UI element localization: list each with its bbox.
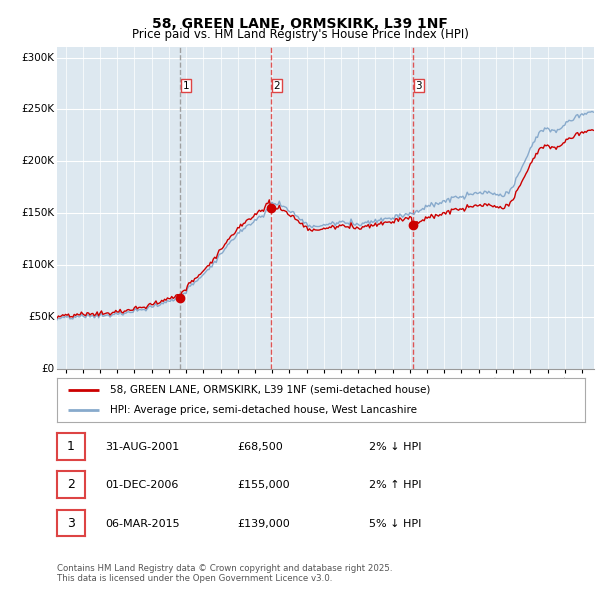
Text: £250K: £250K — [21, 104, 55, 114]
Text: 2: 2 — [274, 81, 280, 91]
Text: Price paid vs. HM Land Registry's House Price Index (HPI): Price paid vs. HM Land Registry's House … — [131, 28, 469, 41]
Text: 31-AUG-2001: 31-AUG-2001 — [105, 442, 179, 452]
Text: 2% ↓ HPI: 2% ↓ HPI — [369, 442, 421, 452]
Text: £100K: £100K — [22, 260, 55, 270]
Text: £50K: £50K — [28, 312, 55, 322]
Text: £155,000: £155,000 — [237, 480, 290, 490]
Text: £68,500: £68,500 — [237, 442, 283, 452]
Text: 58, GREEN LANE, ORMSKIRK, L39 1NF (semi-detached house): 58, GREEN LANE, ORMSKIRK, L39 1NF (semi-… — [110, 385, 430, 395]
Text: 2: 2 — [67, 478, 75, 491]
Text: £139,000: £139,000 — [237, 519, 290, 529]
Text: Contains HM Land Registry data © Crown copyright and database right 2025.
This d: Contains HM Land Registry data © Crown c… — [57, 563, 392, 583]
Text: 01-DEC-2006: 01-DEC-2006 — [105, 480, 178, 490]
Text: 5% ↓ HPI: 5% ↓ HPI — [369, 519, 421, 529]
Text: 2% ↑ HPI: 2% ↑ HPI — [369, 480, 421, 490]
Text: £300K: £300K — [22, 53, 55, 63]
Text: 06-MAR-2015: 06-MAR-2015 — [105, 519, 179, 529]
Text: £200K: £200K — [22, 156, 55, 166]
Text: 3: 3 — [67, 516, 75, 530]
Text: £0: £0 — [41, 364, 55, 373]
Text: HPI: Average price, semi-detached house, West Lancashire: HPI: Average price, semi-detached house,… — [110, 405, 417, 415]
Text: 58, GREEN LANE, ORMSKIRK, L39 1NF: 58, GREEN LANE, ORMSKIRK, L39 1NF — [152, 17, 448, 31]
Text: 1: 1 — [67, 440, 75, 453]
Text: £150K: £150K — [21, 208, 55, 218]
Text: 1: 1 — [183, 81, 190, 91]
Text: 3: 3 — [416, 81, 422, 91]
